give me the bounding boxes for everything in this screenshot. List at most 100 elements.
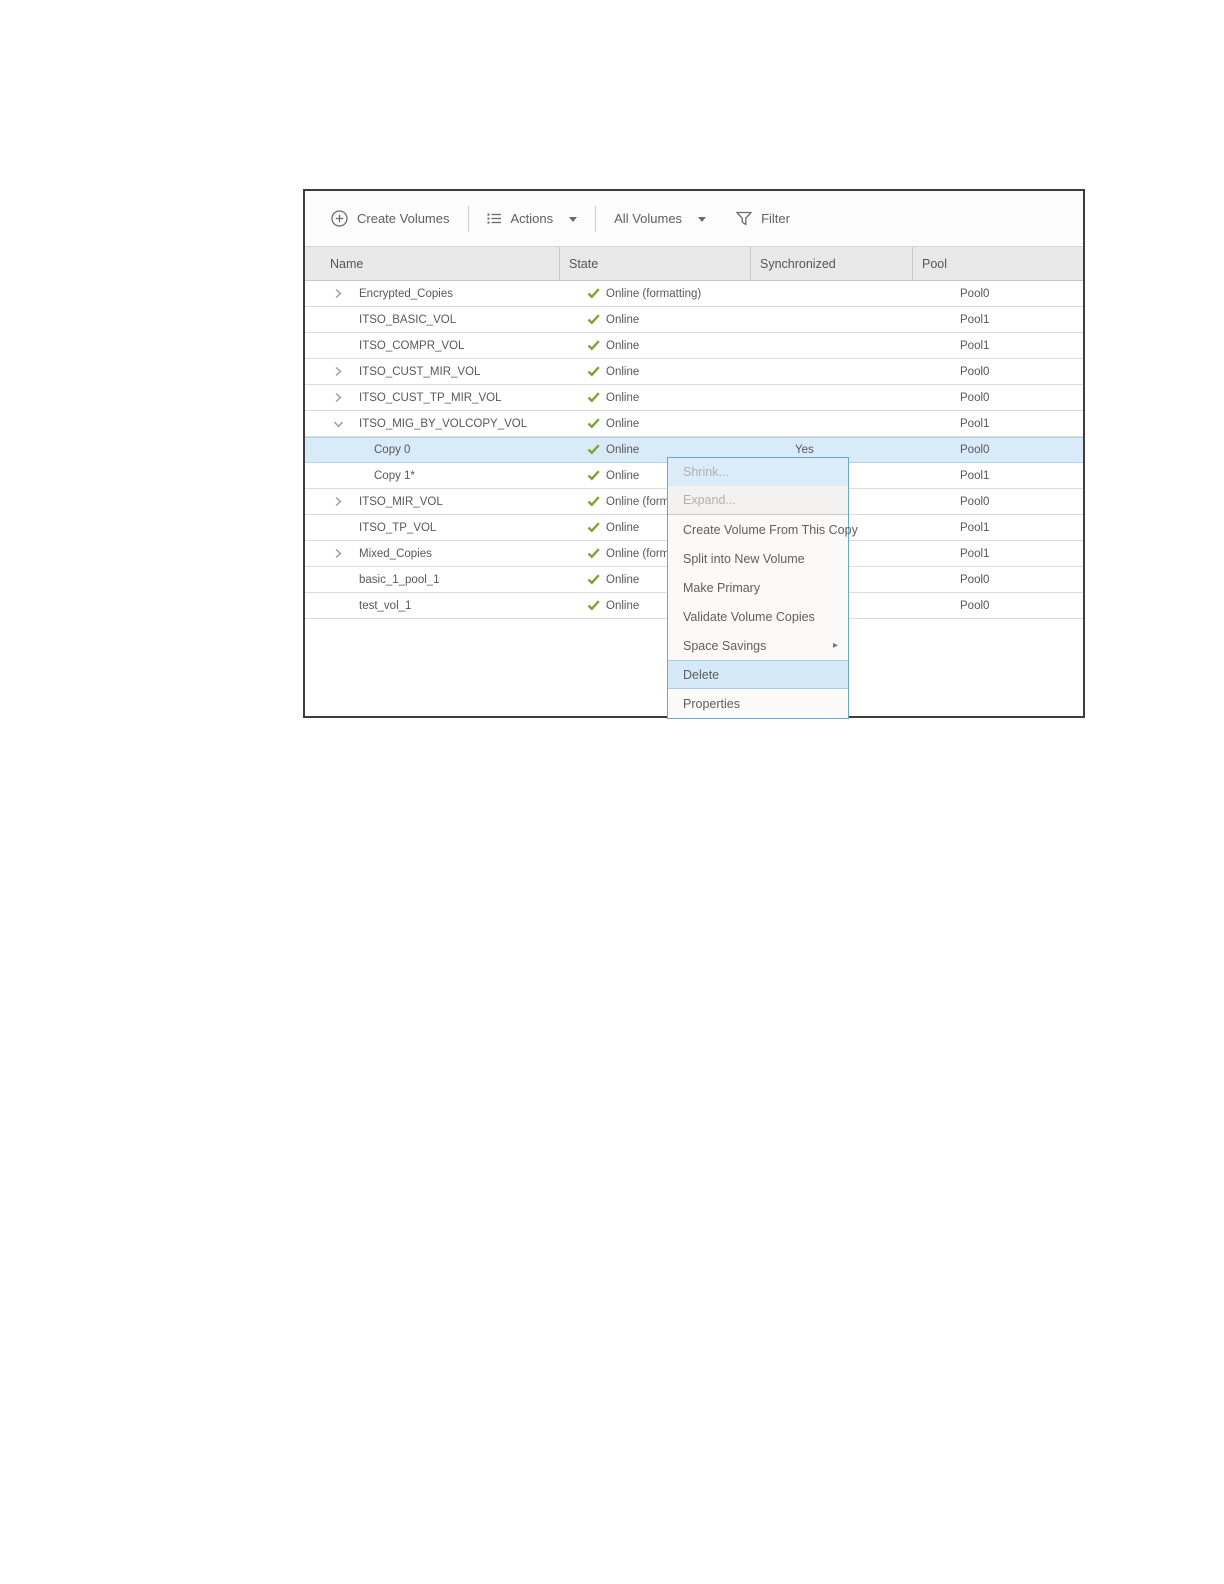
- menu-item-properties[interactable]: Properties: [668, 689, 848, 718]
- volume-name: ITSO_TP_VOL: [359, 521, 437, 534]
- create-volumes-label: Create Volumes: [357, 211, 450, 226]
- state-cell: Online: [559, 567, 750, 592]
- create-volumes-button[interactable]: Create Volumes: [331, 210, 450, 227]
- name-cell: Encrypted_Copies: [305, 281, 559, 306]
- chevron-right-icon[interactable]: [330, 286, 346, 302]
- name-cell: ITSO_CUST_TP_MIR_VOL: [305, 385, 559, 410]
- submenu-arrow-icon: ▸: [832, 640, 838, 651]
- menu-item-label: Split into New Volume: [683, 551, 805, 566]
- name-cell: Mixed_Copies: [305, 541, 559, 566]
- table-header: Name State Synchronized Pool: [305, 247, 1083, 281]
- name-cell: ITSO_MIR_VOL: [305, 489, 559, 514]
- menu-item-expand: Expand...: [668, 486, 848, 514]
- table-row[interactable]: ITSO_CUST_TP_MIR_VOL Online Pool0: [305, 385, 1083, 411]
- column-header-name[interactable]: Name: [330, 256, 364, 271]
- toolbar-separator: [595, 205, 597, 232]
- filter-button[interactable]: Filter: [736, 211, 790, 226]
- menu-item-validate-volume-copies[interactable]: Validate Volume Copies: [668, 602, 848, 631]
- actions-button[interactable]: Actions: [487, 211, 578, 226]
- state-label: Online: [606, 365, 640, 378]
- pool-cell: Pool0: [960, 495, 990, 508]
- menu-item-make-primary[interactable]: Make Primary: [668, 573, 848, 602]
- synchronized-cell: [750, 359, 912, 384]
- state-label: Online: [606, 443, 640, 456]
- name-cell: ITSO_CUST_MIR_VOL: [305, 359, 559, 384]
- online-check-icon: [587, 418, 600, 429]
- state-label: Online: [606, 521, 640, 534]
- filter-funnel-icon: [736, 211, 753, 226]
- state-cell: Online: [559, 411, 750, 436]
- synchronized-cell: [750, 281, 912, 306]
- name-cell: ITSO_TP_VOL: [305, 515, 559, 540]
- menu-item-label: Delete: [683, 667, 720, 682]
- online-check-icon: [587, 470, 600, 481]
- toolbar-separator: [467, 205, 469, 232]
- menu-item-shrink: Shrink...: [668, 458, 848, 486]
- state-cell: Online: [559, 437, 750, 462]
- name-cell: basic_1_pool_1: [305, 567, 559, 592]
- online-check-icon: [587, 340, 600, 351]
- chevron-right-icon[interactable]: [330, 390, 346, 406]
- name-cell: Copy 0: [305, 437, 559, 462]
- online-check-icon: [587, 288, 600, 299]
- chevron-down-icon: [569, 217, 578, 222]
- volume-name: ITSO_CUST_MIR_VOL: [359, 365, 481, 378]
- chevron-right-icon[interactable]: [330, 546, 346, 562]
- online-check-icon: [587, 522, 600, 533]
- table-row[interactable]: Encrypted_Copies Online (formatting) Pool0: [305, 281, 1083, 307]
- table-row[interactable]: ITSO_COMPR_VOL Online Pool1: [305, 333, 1083, 359]
- menu-item-create-volume-from-this-copy[interactable]: Create Volume From This Copy: [668, 515, 858, 544]
- menu-item-label: Space Savings: [683, 638, 767, 653]
- volume-name: ITSO_COMPR_VOL: [359, 339, 465, 352]
- volume-name: Mixed_Copies: [359, 547, 432, 560]
- list-icon: [487, 212, 502, 225]
- filter-label: Filter: [761, 211, 790, 226]
- synchronized-cell: [750, 333, 912, 358]
- volume-name: Encrypted_Copies: [359, 287, 453, 300]
- online-check-icon: [587, 496, 600, 507]
- all-volumes-dropdown[interactable]: All Volumes: [614, 211, 707, 226]
- menu-item-label: Shrink...: [683, 465, 729, 479]
- state-label: Online: [606, 391, 640, 404]
- volumes-panel: Create Volumes Actions All Volumes Filte…: [303, 189, 1085, 719]
- online-check-icon: [587, 392, 600, 403]
- name-cell: ITSO_COMPR_VOL: [305, 333, 559, 358]
- name-cell: ITSO_BASIC_VOL: [305, 307, 559, 332]
- chevron-right-icon[interactable]: [330, 494, 346, 510]
- chevron-right-icon[interactable]: [330, 364, 346, 380]
- state-cell: Online (formatting): [559, 281, 750, 306]
- state-cell: Online: [559, 307, 750, 332]
- table-row[interactable]: ITSO_MIG_BY_VOLCOPY_VOL Online Pool1: [305, 411, 1083, 437]
- state-label: Online: [606, 339, 640, 352]
- menu-item-label: Validate Volume Copies: [683, 609, 815, 624]
- state-cell: Online: [559, 463, 750, 488]
- name-cell: ITSO_MIG_BY_VOLCOPY_VOL: [305, 411, 559, 436]
- menu-separator: [668, 514, 848, 515]
- online-check-icon: [587, 548, 600, 559]
- menu-item-label: Properties: [683, 696, 740, 711]
- menu-item-split-into-new-volume[interactable]: Split into New Volume: [668, 544, 848, 573]
- column-header-pool[interactable]: Pool: [912, 247, 1083, 280]
- state-cell: Online: [559, 333, 750, 358]
- state-label: Online: [606, 417, 640, 430]
- pool-cell: Pool0: [960, 287, 990, 300]
- synchronized-cell: [750, 385, 912, 410]
- actions-label: Actions: [510, 211, 554, 226]
- menu-item-label: Expand...: [683, 493, 736, 507]
- state-cell: Online: [559, 385, 750, 410]
- name-cell: test_vol_1: [305, 593, 559, 618]
- plus-circle-icon: [331, 210, 348, 227]
- online-check-icon: [587, 600, 600, 611]
- table-row[interactable]: ITSO_CUST_MIR_VOL Online Pool0: [305, 359, 1083, 385]
- volume-name: basic_1_pool_1: [359, 573, 440, 586]
- table-row[interactable]: ITSO_BASIC_VOL Online Pool1: [305, 307, 1083, 333]
- column-header-synchronized[interactable]: Synchronized: [750, 247, 912, 280]
- synchronized-cell: Yes: [795, 443, 814, 456]
- menu-item-delete[interactable]: Delete: [668, 660, 848, 689]
- pool-cell: Pool1: [960, 417, 990, 430]
- all-volumes-label: All Volumes: [614, 211, 683, 226]
- menu-item-space-savings[interactable]: Space Savings ▸: [668, 631, 848, 660]
- synchronized-cell: [750, 411, 912, 436]
- chevron-down-icon[interactable]: [330, 416, 346, 432]
- column-header-state[interactable]: State: [559, 247, 750, 280]
